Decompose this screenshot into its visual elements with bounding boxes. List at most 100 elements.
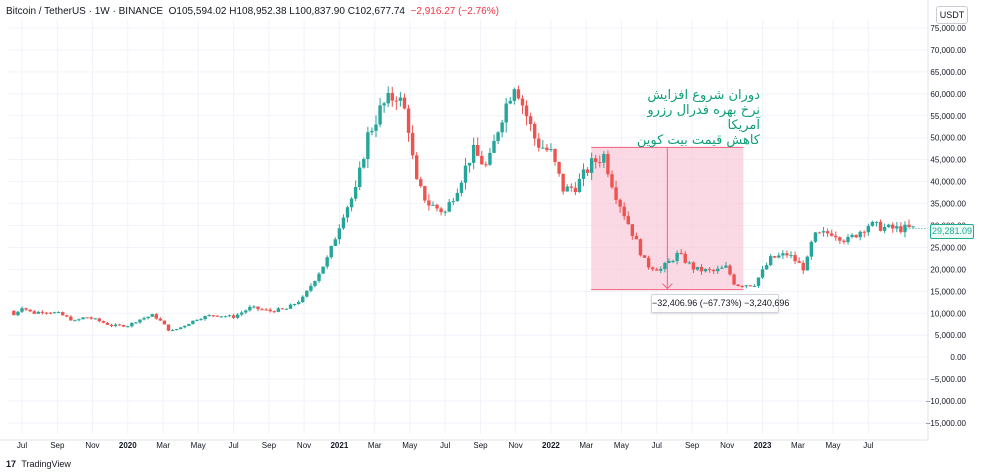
candle-body — [528, 116, 533, 125]
candle-body — [252, 306, 256, 308]
currency-label[interactable]: USDT — [936, 6, 968, 24]
time-tick-label: Mar — [791, 441, 805, 450]
candle — [573, 182, 578, 196]
candle — [703, 268, 708, 273]
candle — [231, 313, 236, 319]
candle-body — [40, 311, 45, 313]
candle — [427, 194, 431, 211]
candle — [895, 221, 899, 233]
candle-body — [386, 92, 390, 104]
candle-body — [886, 224, 891, 227]
candle-body — [459, 182, 464, 193]
candle — [699, 263, 704, 275]
candle-body — [122, 325, 126, 327]
candle — [32, 310, 36, 315]
price-tick-label: 75,000.00 — [930, 24, 966, 33]
candle-body — [48, 312, 53, 314]
candle — [646, 255, 651, 270]
price-tick-label: −15,000.00 — [926, 419, 967, 428]
candle — [366, 126, 370, 169]
candle-body — [663, 262, 667, 269]
candle-body — [211, 315, 215, 317]
candle — [122, 324, 126, 328]
candle — [577, 173, 582, 193]
time-tick-label: Jul — [440, 441, 450, 450]
candle — [207, 314, 211, 317]
candle — [333, 237, 338, 247]
candle — [614, 180, 618, 205]
price-change: −2,916.27 (−2.76%) — [410, 6, 499, 17]
candle-body — [240, 312, 244, 315]
candle — [602, 151, 606, 169]
candle — [313, 280, 317, 288]
candle-body — [203, 316, 207, 320]
time-tick-label: Nov — [509, 441, 523, 450]
candle — [862, 230, 866, 238]
candle — [886, 223, 891, 228]
candle-body — [557, 161, 561, 174]
candle-body — [288, 304, 293, 309]
candle-body — [329, 245, 333, 258]
candle — [113, 323, 118, 328]
candle — [240, 310, 244, 317]
candle-body — [512, 89, 517, 101]
time-tick-label: Jul — [863, 441, 873, 450]
candle-body — [553, 149, 557, 162]
candle — [93, 317, 97, 320]
candle — [842, 239, 846, 245]
candle-body — [911, 226, 915, 228]
candle-body — [854, 234, 858, 238]
candle — [158, 317, 163, 321]
tradingview-logo-icon: 17 — [6, 459, 17, 469]
price-tick-label: −10,000.00 — [926, 397, 967, 406]
candle — [138, 319, 142, 324]
candle-body — [777, 255, 781, 258]
candle-body — [109, 324, 114, 327]
candle — [154, 313, 158, 320]
candle-body — [187, 323, 191, 326]
tradingview-watermark[interactable]: 17 TradingView — [6, 459, 71, 469]
candle-body — [178, 327, 183, 330]
candle-body — [471, 144, 476, 163]
candle-body — [598, 162, 602, 164]
price-tick-label: 0.00 — [950, 353, 966, 362]
candle — [622, 202, 626, 220]
candle-body — [248, 306, 252, 311]
time-tick-label: Jul — [17, 441, 27, 450]
candle-body — [870, 221, 875, 226]
candle — [488, 147, 492, 166]
candle — [504, 97, 508, 133]
annotation-text[interactable]: دوران شروع افزایش نرخ بهره فدرال رزرو آم… — [630, 88, 760, 148]
candle — [655, 267, 659, 271]
candle-body — [362, 159, 366, 168]
candle-body — [81, 317, 85, 320]
time-tick-label: May — [825, 441, 840, 450]
candle-body — [138, 319, 142, 323]
time-axis[interactable]: Jul Sep Nov 2020 Mar May Jul Sep Nov 2021 Mar May Ju… — [0, 439, 928, 450]
candle — [227, 314, 232, 318]
candle-body — [606, 154, 610, 175]
candle-body — [626, 216, 630, 225]
candle — [545, 143, 549, 153]
price-axis[interactable]: 75,000.00 70,000.00 65,000.00 60,000.00 55,0… — [926, 0, 967, 440]
candle — [97, 317, 102, 323]
candle-body — [764, 265, 769, 270]
candle-body — [813, 232, 818, 242]
candle — [557, 161, 561, 177]
candle-body — [520, 98, 525, 106]
candle-body — [825, 231, 830, 234]
candle — [301, 295, 305, 304]
candle-body — [419, 179, 423, 187]
candle — [178, 327, 183, 330]
candle — [642, 255, 647, 258]
candle — [443, 210, 447, 216]
candle-body — [313, 281, 317, 286]
price-tick-label: −5,000.00 — [930, 375, 966, 384]
candle — [732, 273, 736, 286]
time-tick-label: 2023 — [754, 441, 772, 450]
candle-body — [773, 256, 777, 258]
candle — [891, 222, 895, 233]
candle — [447, 199, 451, 213]
candle-body — [191, 320, 195, 324]
